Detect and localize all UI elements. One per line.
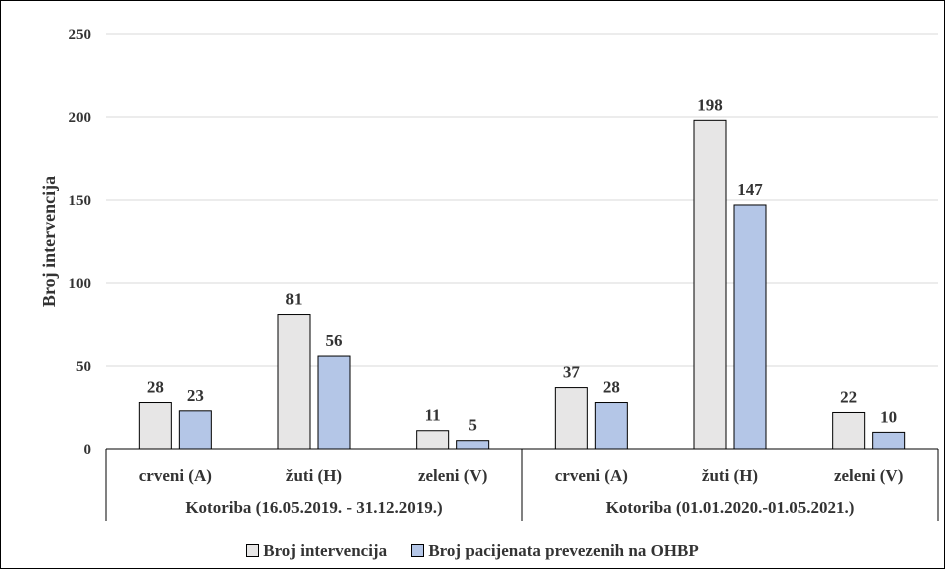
x-category-label: crveni (A) [139, 466, 212, 485]
y-tick-label: 200 [69, 110, 92, 126]
legend-swatch-interventions [246, 544, 260, 557]
data-labels: 28 23 81 56 11 5 37 28 198 147 22 10 [147, 95, 897, 434]
legend-label-patients: Broj pacijenata prevezenih na OHBP [428, 541, 699, 560]
data-label: 28 [603, 378, 620, 397]
data-label: 10 [880, 407, 897, 426]
y-tick-label: 0 [84, 442, 92, 458]
bar-interventions [138, 402, 172, 450]
x-category-label: crveni (A) [555, 466, 628, 485]
y-tick-label: 250 [69, 27, 92, 43]
gridlines [106, 33, 938, 367]
bar-patients [733, 204, 767, 450]
y-tick-label: 150 [69, 193, 92, 209]
bars [138, 119, 906, 450]
data-label: 22 [840, 387, 857, 406]
x-axis: crveni (A) žuti (H) zeleni (V) crveni (A) žu… [105, 448, 939, 521]
data-label: 56 [326, 331, 343, 350]
x-category-label: zeleni (V) [418, 466, 487, 485]
legend-item-patients: Broj pacijenata prevezenih na OHBP [411, 541, 699, 561]
bar-patients [594, 402, 628, 450]
bar-interventions [832, 411, 866, 450]
y-tick-label: 50 [76, 359, 91, 375]
x-category-label: žuti (H) [702, 466, 758, 485]
legend: Broj intervencija Broj pacijenata prevez… [1, 541, 944, 561]
bar-patients [317, 355, 351, 450]
data-label: 11 [425, 406, 441, 425]
bar-interventions [554, 387, 588, 450]
bar-interventions [693, 119, 727, 450]
legend-label-interventions: Broj intervencija [263, 541, 388, 560]
x-group-label: Kotoriba (01.01.2020.-01.05.2021.) [606, 498, 855, 517]
y-axis-ticks: 0 50 100 150 200 250 [69, 27, 92, 458]
bar-interventions [416, 430, 450, 450]
bar-patients [456, 440, 490, 450]
bar-patients [872, 431, 906, 450]
data-label: 5 [468, 416, 477, 435]
y-tick-label: 100 [69, 276, 92, 292]
bar-interventions [277, 314, 311, 450]
y-axis-label: Broj intervencija [39, 176, 59, 307]
bar-patients [178, 410, 212, 450]
data-label: 147 [737, 180, 763, 199]
data-label: 28 [147, 378, 164, 397]
data-label: 23 [187, 386, 204, 405]
x-category-label: žuti (H) [286, 466, 342, 485]
data-label: 81 [286, 290, 303, 309]
legend-item-interventions: Broj intervencija [246, 541, 387, 561]
legend-swatch-patients [411, 544, 425, 557]
x-category-label: zeleni (V) [834, 466, 903, 485]
data-label: 37 [563, 363, 581, 382]
x-group-label: Kotoriba (16.05.2019. - 31.12.2019.) [185, 498, 442, 517]
data-label: 198 [697, 95, 723, 114]
